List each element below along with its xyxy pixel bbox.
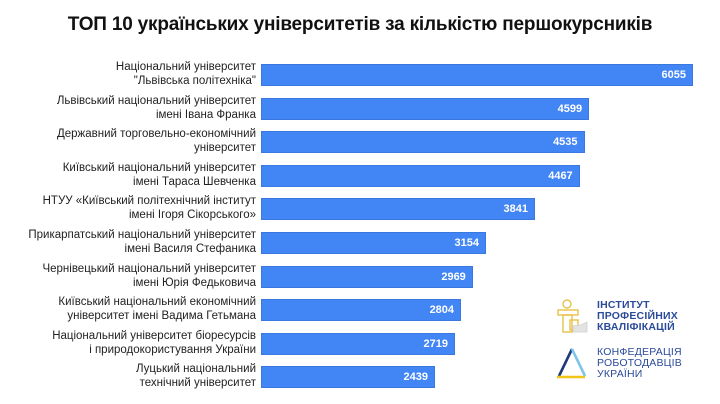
krou-line3: УКРАЇНИ [597,367,643,380]
bar-label: Київський національний університет імені … [0,161,256,189]
bar-label: Чернівецький національний університет іме… [0,262,256,290]
bar-label: НТУУ «Київський політехнічний інститут ім… [0,194,256,222]
bar-row: Національний університет "Львівська політ… [0,60,720,93]
bar-value: 4467 [548,169,573,182]
bar-label: Національний університет "Львівська політ… [0,60,256,88]
bar-label: Національний університет біоресурсів і пр… [0,329,256,357]
bar: 2439 [261,366,435,389]
bar-label: Київський національний економічний універ… [0,295,256,323]
krou-triangle-icon [557,348,587,379]
bar-value: 3841 [503,203,529,216]
bar-value: 6055 [661,69,686,81]
bar-row: Львівський національний університет імені… [0,94,720,127]
bar-value: 2804 [429,304,455,317]
bar-label-line2: імені Василя Стефаника [124,243,256,255]
bar-row: Київський національний університет імені … [0,161,720,194]
bar: 6055 [261,64,693,86]
bar-row: Луцький національний технічний університе… [0,362,720,395]
bar-label-line1: Луцький національний [135,363,256,376]
bar-label-line2: імені Івана Франка [155,108,256,121]
bar: 4535 [261,131,585,154]
bar-value: 2439 [403,371,428,384]
bar-row: Національний університет біоресурсів і пр… [0,329,720,362]
krou-line2: РОБОТОДАВЦІВ [597,356,682,369]
bar: 2969 [261,265,473,288]
bar-label: Державний торговельно-економічний універс… [0,127,256,155]
bar-label-line2: технічний університет [139,377,256,390]
ipk-line3: КВАЛІФІКАЦІЙ [597,320,675,333]
bar-value: 4535 [553,136,578,149]
bar-label-line1: Національний університет біоресурсів [52,329,256,342]
bar-value: 3154 [454,237,480,249]
bar-label: Львівський національний університет імені… [0,94,256,122]
bar-value: 2719 [423,337,448,350]
bar-row: Державний торговельно-економічний універс… [0,127,720,160]
chart-title: ТОП 10 українських університетів за кіль… [67,14,653,35]
ipk-logo: ІНСТИТУТ ПРОФЕСІЙНИХ КВАЛІФІКАЦІЙ [555,298,715,334]
bar-label-line1: Прикарпатський національний університет [28,229,256,241]
bar-label-line2: імені Юрія Федьковича [132,276,256,289]
bar-label-line1: Львівський національний університет [56,94,256,107]
ipk-emblem-icon [557,299,588,333]
bar-label: Прикарпатський національний університет і… [0,228,256,256]
bar: 2719 [261,332,455,355]
bar-value: 2969 [441,270,466,283]
bar-label-line2: "Львівська політехніка" [133,75,256,87]
bar-label-line2: імені Тараса Шевченка [133,175,256,188]
krou-line1: КОНФЕДЕРАЦІЯ [597,345,682,358]
bar-label-line2: і природокористування України [89,343,256,356]
bar-label-line1: НТУУ «Київський політехнічний інститут [42,195,256,208]
bar-row: НТУУ «Київський політехнічний інститут ім… [0,194,720,227]
bar-value: 4599 [557,102,583,115]
bar-label: Луцький національний технічний університе… [0,362,256,390]
bar-label-line1: Державний торговельно-економічний [56,128,256,141]
bar-label-line2: університет імені Вадима Гетьмана [67,310,256,323]
logos: ІНСТИТУТ ПРОФЕСІЙНИХ КВАЛІФІКАЦІЙ КОНФЕД… [555,298,715,392]
bar-label-line2: університет [193,142,256,155]
ipk-line1: ІНСТИТУТ [597,298,650,311]
bar: 4467 [261,164,580,187]
bar-row: Чернівецький національний університет іме… [0,262,720,295]
bar-label-line2: імені Ігоря Сікорського» [128,209,256,222]
bar: 3154 [261,232,487,254]
ipk-line2: ПРОФЕСІЙНИХ [597,309,678,322]
bar: 4599 [261,97,590,120]
bar-label-line1: Київський національний університет [62,161,256,174]
bar: 2804 [261,299,462,322]
bar-row: Прикарпатський національний університет і… [0,228,720,261]
bar-row: Київський національний економічний універ… [0,295,720,328]
krou-logo: КОНФЕДЕРАЦІЯ РОБОТОДАВЦІВ УКРАЇНИ [555,346,715,380]
bar-label-line1: Чернівецький національний університет [42,262,256,275]
bar-label-line1: Національний університет [115,61,256,73]
bar: 3841 [261,198,536,221]
bar-label-line1: Київський національний економічний [58,296,256,309]
